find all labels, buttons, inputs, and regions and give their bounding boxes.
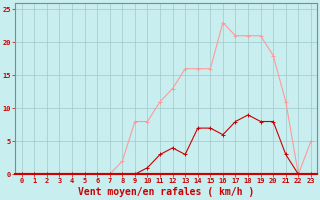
X-axis label: Vent moyen/en rafales ( km/h ): Vent moyen/en rafales ( km/h ) [78, 187, 254, 197]
